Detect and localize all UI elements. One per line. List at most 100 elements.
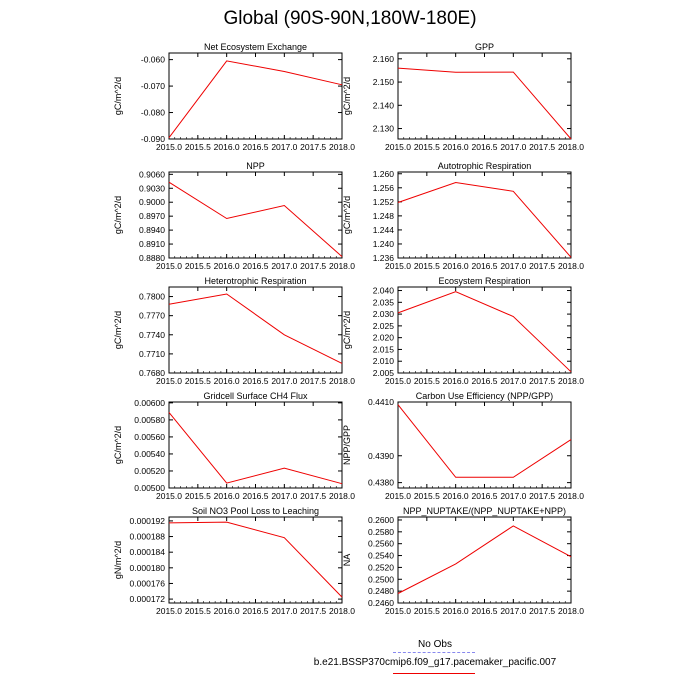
x-tick-label: 2018.0 [558,142,584,152]
y-tick-label: 1.236 [373,253,395,263]
y-tick-label: 0.2500 [368,574,394,584]
x-tick-label: 2017.0 [500,142,526,152]
y-tick-label: 0.000192 [130,516,166,526]
y-axis-label: gC/m^2/d [113,311,123,349]
y-tick-label: 0.2580 [368,527,394,537]
panel-soil-no3-pool-loss-to-leaching: Soil NO3 Pool Loss to Leaching gN/m^2/d 20… [113,506,355,616]
x-tick-label: 2016.5 [472,261,498,271]
y-tick-label: 0.2540 [368,551,394,561]
y-axis-label: gC/m^2/d [342,77,352,115]
x-tick-label: 2015.0 [156,606,182,616]
y-tick-label: -0.090 [141,134,165,144]
x-tick-label: 2016.5 [472,376,498,386]
plot-frame [168,401,343,489]
y-tick-label: -0.060 [141,55,165,65]
x-tick-label: 2017.0 [271,606,297,616]
panel-title: Heterotrophic Respiration [204,276,306,286]
x-tick-label: 2016.0 [214,142,240,152]
y-tick-label: 0.8940 [139,225,165,235]
x-tick-label: 2018.0 [329,376,355,386]
y-tick-label: 0.2560 [368,539,394,549]
panel-title: NPP [246,161,265,171]
x-tick-label: 2017.0 [500,261,526,271]
x-tick-label: 2016.5 [243,142,269,152]
y-tick-label: 1.240 [373,239,395,249]
x-tick-label: 2016.0 [443,261,469,271]
x-tick-label: 2015.5 [414,261,440,271]
y-axis-label: NPP/GPP [342,425,352,465]
y-tick-label: 0.00540 [134,449,165,459]
y-axis-label: NA [342,554,352,567]
y-tick-label: 0.8880 [139,253,165,263]
panel-net-ecosystem-exchange: Net Ecosystem Exchange gC/m^2/d 2015.0 2015… [113,42,355,152]
series-line [168,60,343,139]
y-tick-label: 0.7800 [139,292,165,302]
x-tick-label: 2018.0 [329,261,355,271]
x-tick-label: 2015.5 [414,491,440,501]
x-tick-label: 2017.5 [529,491,555,501]
x-tick-label: 2016.5 [243,261,269,271]
y-tick-label: 0.000184 [130,547,166,557]
y-tick-label: 2.020 [373,333,395,343]
x-tick-label: 2017.0 [271,261,297,271]
y-axis-label: gC/m^2/d [342,311,352,349]
x-tick-label: 2017.5 [529,606,555,616]
y-tick-label: 2.140 [373,100,395,110]
x-tick-label: 2017.0 [500,376,526,386]
x-tick-label: 2018.0 [329,142,355,152]
y-tick-label: 0.000188 [130,532,166,542]
y-axis-label: gC/m^2/d [113,426,123,464]
plot-frame [397,171,572,259]
series-line [397,181,572,258]
x-tick-label: 2018.0 [558,606,584,616]
x-tick-label: 2015.0 [385,376,411,386]
legend-swatch-no-obs [393,652,475,653]
y-tick-label: 2.005 [373,368,395,378]
x-tick-label: 2018.0 [558,491,584,501]
x-tick-label: 2015.0 [156,491,182,501]
x-tick-label: 2015.5 [185,376,211,386]
x-tick-label: 2015.5 [185,261,211,271]
legend-label-no-obs: No Obs [418,639,452,650]
x-tick-label: 2017.5 [300,491,326,501]
y-tick-label: 0.9060 [139,169,165,179]
y-tick-label: 0.2520 [368,562,394,572]
plot-frame [168,171,343,259]
y-axis-label: gC/m^2/d [342,196,352,234]
y-tick-label: 0.9000 [139,197,165,207]
x-tick-label: 2017.5 [529,376,555,386]
x-tick-label: 2015.5 [185,142,211,152]
y-tick-label: 1.260 [373,169,395,179]
y-tick-label: 0.00520 [134,466,165,476]
y-tick-label: 2.010 [373,356,395,366]
y-tick-label: 0.7680 [139,368,165,378]
x-tick-label: 2015.0 [385,606,411,616]
y-tick-label: 2.150 [373,77,395,87]
x-tick-label: 2017.0 [500,491,526,501]
x-tick-label: 2016.5 [243,491,269,501]
y-tick-label: 0.4380 [368,478,394,488]
x-tick-label: 2016.5 [472,142,498,152]
plot-frame [397,516,572,604]
y-tick-label: 0.7770 [139,311,165,321]
y-tick-label: 0.00600 [134,398,165,408]
x-tick-label: 2017.5 [300,142,326,152]
y-tick-label: 1.256 [373,183,395,193]
series-line [168,181,343,257]
panel-carbon-use-efficiency-npp-gpp: Carbon Use Efficiency (NPP/GPP) NPP/GPP 20… [342,391,584,501]
series-line [397,291,572,373]
y-tick-label: 0.8910 [139,239,165,249]
x-tick-label: 2016.5 [243,376,269,386]
series-line [168,412,343,485]
y-axis-label: gN/m^2/d [113,541,123,579]
legend-swatch-case [393,673,475,674]
y-tick-label: 0.4390 [368,451,394,461]
x-tick-label: 2016.5 [243,606,269,616]
panel-title: Carbon Use Efficiency (NPP/GPP) [416,391,553,401]
x-tick-label: 2015.5 [414,606,440,616]
x-tick-label: 2016.0 [214,606,240,616]
legend-label-case: b.e21.BSSP370cmip6.f09_g17.pacemaker_pac… [313,657,557,668]
y-tick-label: 2.160 [373,54,395,64]
